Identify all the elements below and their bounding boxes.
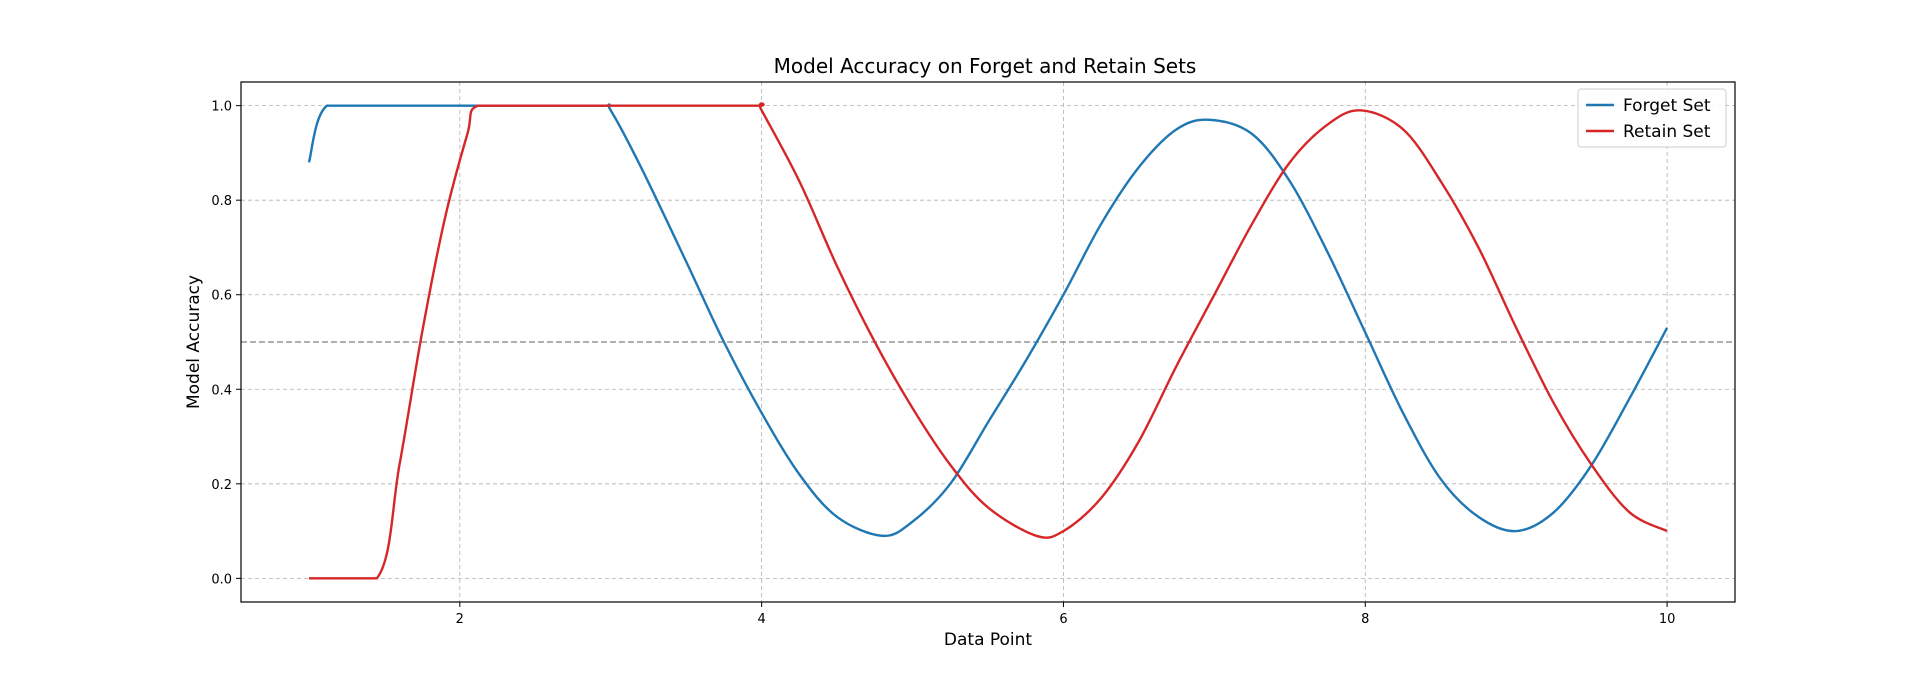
x-axis-ticks: 2 4 6 8 10 bbox=[456, 602, 1676, 627]
x-tick-label: 2 bbox=[456, 612, 464, 627]
x-tick-label: 10 bbox=[1659, 612, 1676, 627]
legend-label-forget-set: Forget Set bbox=[1623, 96, 1711, 116]
x-tick-label: 8 bbox=[1361, 612, 1369, 627]
y-axis-label: Model Accuracy bbox=[184, 275, 204, 409]
y-axis-ticks: 0.0 0.2 0.4 0.6 0.8 1.0 bbox=[211, 100, 241, 587]
series-layer bbox=[307, 102, 1669, 580]
y-tick-label: 0.6 bbox=[211, 289, 232, 304]
y-tick-label: 0.0 bbox=[211, 572, 232, 587]
y-tick-label: 0.2 bbox=[211, 478, 232, 493]
x-tick-label: 4 bbox=[757, 612, 765, 627]
x-tick-label: 6 bbox=[1059, 612, 1067, 627]
plot-frame bbox=[240, 81, 1736, 603]
retain-set-line bbox=[308, 102, 1668, 580]
legend: Forget Set Retain Set bbox=[1577, 88, 1727, 148]
y-tick-label: 0.8 bbox=[211, 194, 232, 209]
chart-title: Model Accuracy on Forget and Retain Sets bbox=[774, 54, 1197, 78]
legend-label-retain-set: Retain Set bbox=[1623, 122, 1711, 142]
forget-set-line bbox=[307, 103, 1669, 538]
legend-box bbox=[1577, 88, 1727, 148]
y-tick-label: 0.4 bbox=[211, 383, 232, 398]
x-axis-label: Data Point bbox=[944, 630, 1033, 650]
y-tick-label: 1.0 bbox=[211, 100, 232, 115]
